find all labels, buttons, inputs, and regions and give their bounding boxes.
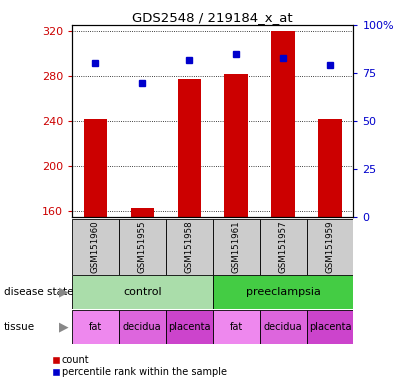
Text: GSM151955: GSM151955 [138, 220, 147, 273]
Bar [260, 219, 307, 275]
Title: GDS2548 / 219184_x_at: GDS2548 / 219184_x_at [132, 11, 293, 24]
Text: GSM151961: GSM151961 [232, 220, 241, 273]
Bar [131, 208, 154, 217]
Text: ▶: ▶ [59, 320, 69, 333]
Bar [271, 31, 295, 217]
Text: ▶: ▶ [59, 286, 69, 299]
Text: GSM151960: GSM151960 [91, 220, 100, 273]
Text: preeclampsia: preeclampsia [246, 287, 321, 297]
Bar [307, 310, 353, 344]
Bar [72, 310, 119, 344]
Bar [119, 219, 166, 275]
Text: fat: fat [229, 322, 243, 332]
Text: GSM151959: GSM151959 [326, 220, 335, 273]
Bar [72, 275, 213, 309]
Bar [213, 219, 260, 275]
Text: tissue: tissue [4, 322, 35, 332]
Text: placenta: placenta [168, 322, 210, 332]
Text: disease state: disease state [4, 287, 74, 297]
Text: fat: fat [89, 322, 102, 332]
Bar [260, 310, 307, 344]
Legend: count, percentile rank within the sample: count, percentile rank within the sample [52, 355, 227, 377]
Bar [213, 310, 260, 344]
Bar [318, 119, 342, 217]
Bar [72, 219, 119, 275]
Bar [166, 219, 213, 275]
Text: placenta: placenta [309, 322, 351, 332]
Text: decidua: decidua [123, 322, 162, 332]
Bar [224, 73, 248, 217]
Bar [213, 275, 353, 309]
Text: GSM151958: GSM151958 [185, 220, 194, 273]
Bar [178, 79, 201, 217]
Bar [166, 310, 213, 344]
Text: decidua: decidua [264, 322, 302, 332]
Bar [307, 219, 353, 275]
Text: control: control [123, 287, 162, 297]
Bar [119, 310, 166, 344]
Text: GSM151957: GSM151957 [279, 220, 288, 273]
Bar [84, 119, 107, 217]
